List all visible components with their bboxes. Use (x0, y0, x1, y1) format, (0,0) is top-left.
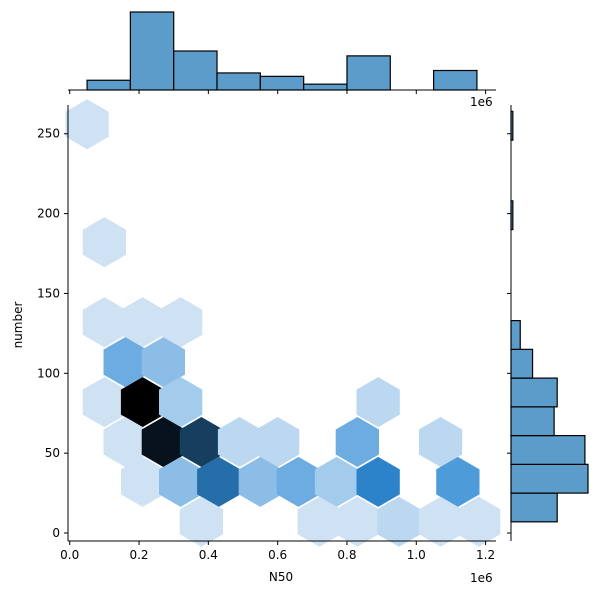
hexbin-cell (120, 297, 165, 348)
y-tick-label: 250 (37, 127, 60, 141)
hexbin-cell (276, 456, 321, 507)
hexbin-cell (297, 496, 341, 547)
hexbin-cell (335, 417, 379, 467)
hexbin-cell (141, 337, 185, 388)
x-tick-label: 0.0 (60, 548, 79, 562)
hexbin-cell (82, 297, 126, 348)
x-offset-label-top: 1e6 (470, 95, 493, 109)
hexbin-cell (418, 417, 463, 467)
hexbin-cell (418, 496, 463, 547)
hexbin-cell (120, 377, 165, 428)
hexbin-cell (197, 456, 241, 507)
hexbin-cell (356, 377, 400, 428)
hexbin-cell (159, 456, 203, 507)
hexbin-cell (335, 496, 379, 547)
hexbin-cell (82, 377, 126, 428)
x-tick-label: 1.0 (407, 548, 426, 562)
hexbin-cell (82, 217, 126, 268)
y-histogram-bar (510, 377, 558, 408)
y-histogram-bar (510, 320, 521, 350)
hexbin-cell (120, 456, 165, 507)
x-tick-label: 1.2 (476, 548, 495, 562)
hexbin-cell (457, 496, 501, 547)
x-axis-label: N50 (269, 570, 293, 584)
x-tick-label: 0.6 (268, 548, 287, 562)
x-histogram-bar (129, 11, 175, 91)
x-histogram-bar (216, 72, 261, 91)
hexbin-cell (436, 456, 480, 507)
y-histogram-bar (510, 406, 555, 437)
hexbin-cell (179, 496, 224, 547)
hexbin-cell (179, 417, 224, 467)
y-histogram-bar (510, 348, 534, 379)
hexbin-cell (103, 337, 147, 388)
hexbin-cell (356, 456, 400, 507)
right-marginal-histogram (507, 105, 589, 541)
main-hexbin-plot: 0.0 0.2 0.4 0.6 0.8 1.0 1.2 0 50 100 150 200 250 (37, 99, 501, 562)
hexbin-cell (314, 456, 359, 507)
hexbin-cell (159, 297, 203, 348)
x-tick-label: 0.2 (129, 548, 148, 562)
hexbin-cell (377, 496, 421, 547)
hexbin-cell (217, 417, 262, 467)
x-histogram-bar (259, 75, 305, 91)
x-histogram-bar (433, 69, 478, 91)
y-tick-label: 100 (37, 366, 60, 380)
y-histogram-bar (510, 492, 558, 523)
x-tick-label: 0.8 (337, 548, 356, 562)
x-histogram-bar (346, 55, 391, 91)
y-histogram-bar (510, 463, 589, 494)
x-tick-label: 0.4 (199, 548, 218, 562)
hexbin-cell (238, 456, 282, 507)
hexbin-cell (141, 417, 185, 467)
hexbin-cell (103, 417, 147, 467)
x-offset-label-bottom: 1e6 (470, 571, 493, 585)
y-tick-label: 150 (37, 286, 60, 300)
y-tick-label: 200 (37, 207, 60, 221)
x-histogram-bar (86, 79, 131, 91)
x-histogram-bar (303, 83, 348, 91)
top-marginal-histogram (68, 11, 496, 94)
hexbin-cell (256, 417, 300, 467)
hexbin-cell (65, 99, 109, 150)
x-histogram-bar (173, 50, 218, 91)
y-axis-label: number (11, 302, 25, 349)
hexbin-cell (159, 377, 203, 428)
y-tick-label: 0 (52, 526, 60, 540)
y-histogram-bar (510, 434, 586, 465)
y-tick-label: 50 (45, 446, 60, 460)
